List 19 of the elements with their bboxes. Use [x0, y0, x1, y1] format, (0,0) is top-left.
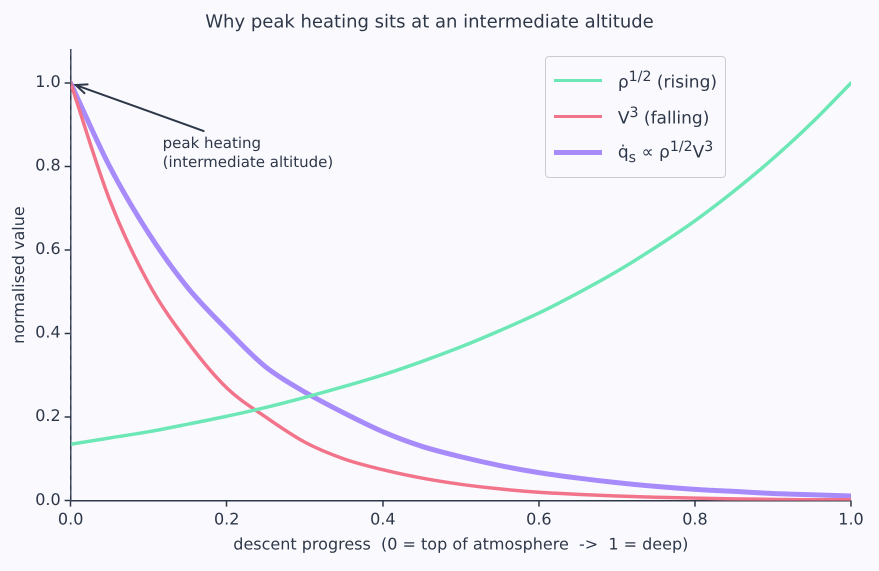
y-tick-label: 0.0: [35, 490, 61, 509]
annotation: peak heating (intermediate altitude): [162, 134, 334, 172]
y-tick-label: 0.2: [35, 406, 61, 426]
y-tick-label: 0.4: [35, 322, 61, 342]
y-tick-label: 0.8: [35, 156, 61, 175]
legend-label: q̇$_{s}$ ∝ ρ$^{1/2}$V$^{3}$: [618, 139, 714, 166]
x-tick-label: 0.8: [682, 509, 708, 528]
x-tick-label: 0.4: [370, 509, 396, 528]
chart-title: Why peak heating sits at an intermediate altitude: [205, 11, 654, 32]
x-tick-label: 0.2: [214, 509, 240, 528]
y-tick-label: 0.6: [35, 239, 61, 258]
x-axis-title: descent progress (0 = top of atmosphere -> 1 = deep): [233, 534, 688, 554]
y-axis-title: normalised value: [8, 206, 28, 344]
y-tick-label: 1.0: [35, 72, 61, 92]
legend-label: V$^{3}$ (falling): [618, 104, 710, 128]
x-tick-label: 1.0: [838, 509, 864, 528]
x-tick-label: 0.0: [58, 509, 84, 528]
x-tick-label: 0.6: [526, 509, 552, 528]
legend-label: ρ$^{1/2}$ (rising): [618, 68, 717, 92]
